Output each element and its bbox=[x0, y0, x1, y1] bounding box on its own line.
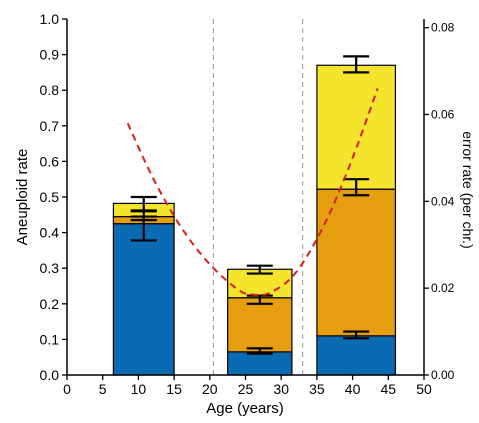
x-tick-label: 45 bbox=[381, 381, 397, 397]
error-bar-1-0 bbox=[246, 347, 273, 355]
x-tick-label: 35 bbox=[309, 381, 325, 397]
bar-segment-2-0 bbox=[316, 335, 397, 376]
bars-layer bbox=[112, 55, 397, 376]
y-tick-label: 0.6 bbox=[40, 153, 60, 169]
right-axis-label: error rate (per chr.) bbox=[460, 131, 476, 248]
y-tick-label: 0.1 bbox=[40, 331, 60, 347]
x-tick-label: 50 bbox=[416, 381, 432, 397]
y-tick-label: 0.4 bbox=[40, 225, 60, 241]
right-tick-label: 0.04 bbox=[431, 194, 455, 208]
y-tick-label: 0.7 bbox=[40, 118, 60, 134]
bar-segment-2-1 bbox=[316, 188, 397, 337]
x-tick-label: 20 bbox=[202, 381, 218, 397]
y-tick-label: 0.5 bbox=[40, 189, 60, 205]
y-tick-label: 0.3 bbox=[40, 260, 60, 276]
bar-segment-1-0 bbox=[227, 351, 293, 376]
x-tick-label: 30 bbox=[273, 381, 289, 397]
right-tick-label: 0.08 bbox=[431, 21, 455, 35]
right-tick-label: 0.02 bbox=[431, 281, 455, 295]
x-tick-label: 0 bbox=[63, 381, 71, 397]
y-tick-label: 0.8 bbox=[40, 82, 60, 98]
right-tick-label: 0.00 bbox=[431, 368, 455, 382]
axes-layer: 0 5 10 15 20 25 30 35 40 45 50 0.0 0.1 0.2 0.3 0.4 0.5 0.… bbox=[40, 11, 455, 397]
error-bar-1-2 bbox=[246, 264, 273, 275]
error-bar-2-1 bbox=[343, 178, 370, 197]
bar-segment-0-0 bbox=[112, 223, 175, 376]
x-tick-label: 5 bbox=[99, 381, 107, 397]
x-axis-label: Age (years) bbox=[206, 400, 284, 417]
error-bar-0-2 bbox=[130, 195, 157, 212]
error-bar-2-2 bbox=[343, 55, 370, 74]
right-tick-label: 0.06 bbox=[431, 108, 455, 122]
x-tick-label: 40 bbox=[345, 381, 361, 397]
x-tick-label: 15 bbox=[166, 381, 182, 397]
trend-line bbox=[126, 88, 379, 297]
y-tick-label: 0.9 bbox=[40, 47, 60, 63]
error-bar-2-0 bbox=[343, 330, 370, 340]
bar-segment-2-2 bbox=[316, 64, 397, 190]
y-tick-label: 0.2 bbox=[40, 296, 60, 312]
y-axis-label: Aneuploid rate bbox=[14, 149, 31, 246]
bar-segment-1-1 bbox=[227, 297, 293, 353]
x-tick-label: 10 bbox=[131, 381, 147, 397]
y-tick-label: 0.0 bbox=[40, 367, 60, 383]
y-tick-label: 1.0 bbox=[40, 11, 60, 27]
error-bar-1-1 bbox=[246, 294, 273, 305]
x-tick-label: 25 bbox=[238, 381, 254, 397]
trend-layer bbox=[126, 88, 379, 297]
